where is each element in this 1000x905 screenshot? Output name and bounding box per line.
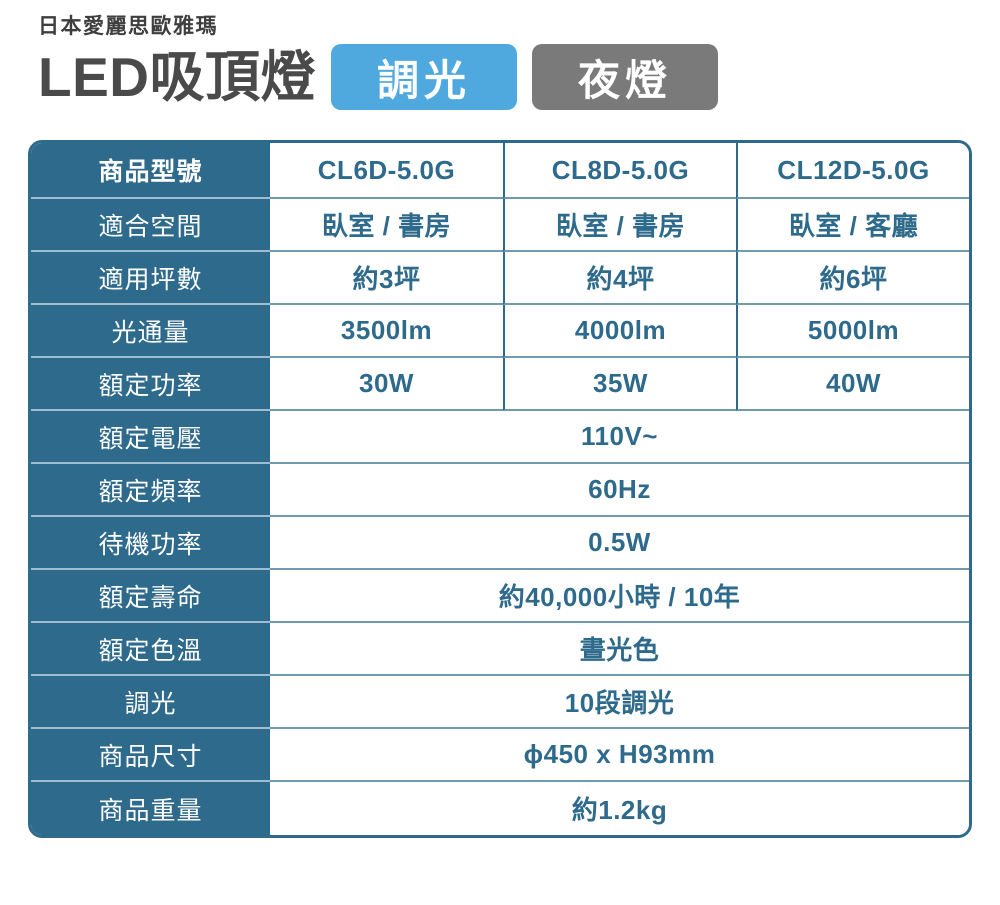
spec-value: 約6坪 bbox=[736, 252, 969, 306]
row-label-power: 額定功率 bbox=[31, 358, 270, 412]
spec-table: 商品型號 CL6D-5.0G CL8D-5.0G CL12D-5.0G 適合空間… bbox=[28, 140, 972, 839]
spec-value: 4000lm bbox=[503, 305, 736, 359]
spec-value: 35W bbox=[503, 358, 736, 412]
page-header: 日本愛麗思歐雅瑪 LED吸頂燈 調光 夜燈 bbox=[0, 0, 1000, 111]
spec-value: CL8D-5.0G bbox=[503, 143, 736, 200]
spec-value: 110V~ bbox=[270, 411, 969, 465]
row-label-voltage: 額定電壓 bbox=[31, 411, 270, 465]
row-label-space: 適合空間 bbox=[31, 199, 270, 253]
spec-value: 0.5W bbox=[270, 517, 969, 571]
row-label-lifespan: 額定壽命 bbox=[31, 570, 270, 624]
row-label-lumen: 光通量 bbox=[31, 305, 270, 359]
spec-value: 40W bbox=[736, 358, 969, 412]
brand-text: 日本愛麗思歐雅瑪 bbox=[38, 15, 218, 38]
spec-value: ϕ450 x H93mm bbox=[270, 729, 969, 783]
row-label-dimensions: 商品尺寸 bbox=[31, 729, 270, 783]
spec-value: 約40,000小時 / 10年 bbox=[270, 570, 969, 624]
badge-nightlight: 夜燈 bbox=[532, 44, 719, 111]
row-label-color-temp: 額定色溫 bbox=[31, 623, 270, 677]
spec-value: CL12D-5.0G bbox=[736, 143, 969, 200]
spec-value: 晝光色 bbox=[270, 623, 969, 677]
row-label-model: 商品型號 bbox=[31, 143, 270, 200]
row-label-weight: 商品重量 bbox=[31, 782, 270, 836]
spec-value: 約1.2kg bbox=[270, 782, 969, 836]
page-title: LED吸頂燈 bbox=[38, 45, 317, 108]
row-label-dimming: 調光 bbox=[31, 676, 270, 730]
spec-value: 10段調光 bbox=[270, 676, 969, 730]
spec-value: 5000lm bbox=[736, 305, 969, 359]
spec-value: 60Hz bbox=[270, 464, 969, 518]
spec-value: 約4坪 bbox=[503, 252, 736, 306]
spec-value: 臥室 / 書房 bbox=[503, 199, 736, 253]
row-label-area: 適用坪數 bbox=[31, 252, 270, 306]
title-row: LED吸頂燈 調光 夜燈 bbox=[38, 44, 1000, 111]
spec-value: 臥室 / 客廳 bbox=[736, 199, 969, 253]
spec-value: 3500lm bbox=[270, 305, 503, 359]
row-label-standby: 待機功率 bbox=[31, 517, 270, 571]
spec-value: 臥室 / 書房 bbox=[270, 199, 503, 253]
spec-value: 約3坪 bbox=[270, 252, 503, 306]
spec-value: 30W bbox=[270, 358, 503, 412]
spec-value: CL6D-5.0G bbox=[270, 143, 503, 200]
row-label-frequency: 額定頻率 bbox=[31, 464, 270, 518]
badge-dimming: 調光 bbox=[331, 44, 518, 111]
